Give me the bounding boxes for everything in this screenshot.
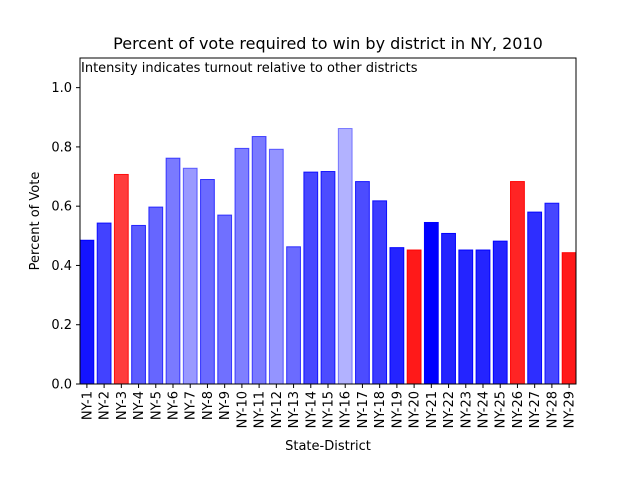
- bar-ny-29: [561, 252, 577, 385]
- x-tick-label: NY-5: [149, 391, 164, 420]
- x-tick-label: NY-21: [425, 391, 440, 428]
- x-tick-label: NY-26: [511, 391, 526, 428]
- bar-ny-22: [441, 232, 456, 385]
- x-tick-label: NY-25: [494, 391, 509, 428]
- x-tick-label: NY-20: [408, 391, 423, 428]
- y-axis-label: Percent of Vote: [28, 172, 43, 271]
- x-tick-label: NY-12: [270, 391, 285, 428]
- x-tick-label: NY-9: [218, 391, 233, 420]
- bar-ny-16: [337, 128, 353, 385]
- x-tick-label: NY-28: [545, 391, 560, 428]
- bar-ny-27: [527, 211, 543, 385]
- x-tick-label: NY-3: [115, 391, 130, 420]
- y-tick-label: 1.0: [51, 81, 72, 96]
- bar-ny-9: [217, 214, 233, 385]
- y-tick-label: 0.0: [51, 378, 72, 393]
- x-tick-label: NY-6: [167, 391, 182, 420]
- x-tick-label: NY-22: [442, 391, 457, 428]
- y-tick-label: 0.6: [51, 200, 72, 215]
- bar-ny-6: [165, 157, 181, 385]
- bar-ny-7: [182, 167, 198, 385]
- x-tick-label: NY-8: [201, 391, 216, 420]
- bars-group: [79, 128, 577, 385]
- bar-ny-25: [492, 240, 508, 385]
- bar-ny-11: [251, 136, 267, 385]
- bar-ny-4: [131, 224, 146, 385]
- bar-ny-23: [458, 249, 474, 385]
- bar-ny-10: [234, 147, 250, 385]
- y-axis-ticks: 0.0 0.2 0.4 0.6 0.8 1.0: [51, 81, 80, 393]
- x-tick-label: NY-2: [98, 391, 113, 420]
- bar-ny-3: [113, 173, 129, 385]
- y-tick-label: 0.8: [51, 140, 72, 155]
- x-tick-label: NY-4: [132, 391, 147, 420]
- x-tick-label: NY-24: [477, 391, 492, 428]
- y-tick-label: 0.4: [51, 259, 72, 274]
- bar-ny-26: [510, 181, 525, 385]
- bar-ny-1: [79, 239, 95, 385]
- bar-ny-8: [200, 179, 215, 385]
- x-tick-label: NY-17: [356, 391, 371, 428]
- bar-ny-28: [544, 202, 560, 385]
- bar-ny-19: [389, 247, 405, 385]
- bar-ny-14: [303, 171, 319, 385]
- bar-ny-12: [268, 148, 284, 385]
- x-tick-label: NY-27: [528, 391, 543, 428]
- x-tick-label: NY-1: [80, 391, 95, 420]
- x-tick-label: NY-11: [253, 391, 268, 428]
- bar-ny-20: [406, 249, 422, 385]
- x-tick-label: NY-7: [184, 391, 199, 420]
- x-tick-label: NY-15: [322, 391, 337, 428]
- x-tick-label: NY-23: [459, 391, 474, 428]
- bar-ny-2: [96, 222, 112, 385]
- bar-ny-5: [148, 206, 164, 385]
- bar-ny-13: [286, 246, 301, 385]
- bar-ny-17: [355, 181, 370, 385]
- x-tick-label: NY-29: [563, 391, 578, 428]
- x-tick-label: NY-18: [373, 391, 388, 428]
- x-tick-label: NY-16: [339, 391, 354, 428]
- x-axis-label: State-District: [285, 439, 371, 454]
- bar-ny-15: [320, 171, 336, 385]
- bar-ny-21: [423, 221, 439, 385]
- plot-frame: [79, 57, 577, 385]
- x-axis-ticks: NY-1 NY-2 NY-3 NY-4 NY-5 NY-6 NY-7 NY-8 NY-9 NY-1…: [80, 384, 578, 428]
- x-tick-label: NY-10: [235, 391, 250, 428]
- chart-annotation: Intensity indicates turnout relative to …: [81, 61, 418, 76]
- x-tick-label: NY-13: [287, 391, 302, 428]
- x-tick-label: NY-14: [304, 391, 319, 428]
- bar-ny-18: [372, 200, 388, 385]
- y-tick-label: 0.2: [51, 318, 72, 333]
- bar-ny-24: [475, 249, 491, 385]
- x-tick-label: NY-19: [390, 391, 405, 428]
- chart-title: Percent of vote required to win by distr…: [113, 34, 543, 53]
